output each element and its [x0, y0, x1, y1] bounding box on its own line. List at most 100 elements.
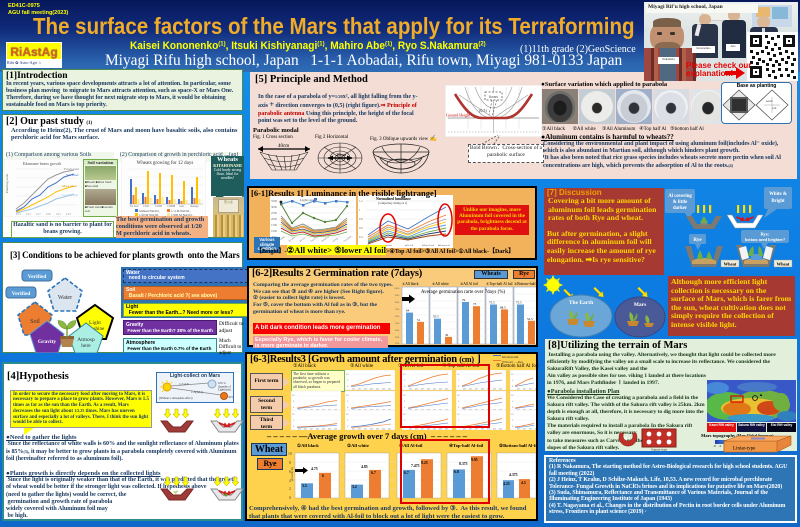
svg-text:75.5: 75.5	[516, 301, 522, 305]
svg-text:White &: White &	[769, 192, 787, 197]
svg-text:③All Al-foil: ③All Al-foil	[399, 443, 423, 448]
svg-text:Rye: Rye	[693, 238, 702, 243]
svg-text:②All white: ②All white	[432, 282, 449, 286]
svg-text:9.25: 9.25	[421, 461, 428, 465]
svg-text:0.8: 0.8	[359, 218, 363, 221]
svg-text:①All black: ①All black	[402, 282, 419, 286]
svg-text:10: 10	[288, 452, 292, 456]
svg-text:Light range: Light range	[300, 198, 317, 202]
svg-text:Average germination rarte over: Average germination rarte over 7days (%)	[421, 290, 506, 295]
svg-text:Garden soil: Garden soil	[62, 193, 78, 197]
svg-text:Edamame beans growth: Edamame beans growth	[23, 161, 61, 166]
svg-text:51: 51	[417, 318, 421, 322]
svg-text:3500: 3500	[271, 199, 278, 203]
svg-text:without NaClO₄: without NaClO₄	[139, 209, 160, 213]
svg-text:Soil: Soil	[30, 319, 40, 325]
svg-text:4.5: 4.5	[521, 481, 526, 485]
svg-text:(0,5): (0,5)	[479, 108, 487, 114]
svg-text:●Top-al foil: ●Top-al foil	[422, 244, 434, 247]
svg-text:cont.: cont.	[179, 205, 184, 208]
svg-text:40cm: 40cm	[278, 144, 289, 149]
svg-text:Wheat: Wheat	[777, 262, 790, 267]
svg-text:4.25: 4.25	[503, 482, 510, 486]
svg-text:seeds: seeds	[766, 99, 773, 103]
svg-text:4.85: 4.85	[361, 465, 368, 469]
svg-text:Light(ratio): Light(ratio)	[218, 389, 231, 392]
svg-text:50%: 50%	[395, 322, 399, 325]
svg-text:6.7: 6.7	[371, 471, 376, 475]
svg-text:▩: ▩	[624, 436, 627, 440]
svg-text:3000: 3000	[271, 205, 278, 209]
svg-text:0: 0	[289, 496, 291, 500]
svg-text:2500: 2500	[271, 211, 278, 215]
svg-text:0.6: 0.6	[359, 227, 363, 230]
svg-text:④Top-half Al-foil: ④Top-half Al-foil	[449, 443, 484, 448]
svg-text:55.5: 55.5	[433, 315, 439, 319]
svg-text:9.95: 9.95	[471, 458, 478, 462]
svg-text:3.5: 3.5	[302, 484, 307, 488]
svg-text:①All black: ①All black	[297, 443, 319, 448]
svg-text:Ground Height: Ground Height	[446, 113, 471, 118]
svg-text:Light: Light	[89, 320, 101, 326]
svg-text:1/15: 1/15	[26, 213, 31, 216]
svg-text:1/17: 1/17	[36, 213, 41, 216]
svg-text:2: 2	[289, 487, 291, 491]
svg-text:bottom need brighter?: bottom need brighter?	[745, 237, 785, 242]
svg-text:6.8: 6.8	[454, 470, 459, 474]
svg-text:8: 8	[289, 461, 291, 465]
svg-text:⑤Bottom+half Al foil: ⑤Bottom+half Al foil	[514, 282, 536, 286]
svg-text:Gravity: Gravity	[38, 339, 57, 345]
svg-text:Atmosp: Atmosp	[77, 337, 95, 343]
svg-text:1: 1	[359, 209, 361, 212]
svg-text:④Top+half Al foil: ④Top+half Al foil	[486, 282, 513, 286]
svg-text:1.5 AU: 1.5 AU	[179, 382, 190, 386]
svg-text:All white: All white	[288, 236, 296, 243]
svg-text:4.75: 4.75	[311, 467, 318, 471]
svg-text:All black: All black	[277, 235, 286, 243]
svg-text:growth(cm): growth(cm)	[290, 467, 294, 481]
svg-text:80%: 80%	[395, 301, 399, 304]
svg-text:1/20 M NaClO₄: 1/20 M NaClO₄	[139, 213, 159, 217]
svg-text:& little: & little	[673, 200, 688, 205]
svg-text:Normalized luminance: Normalized luminance	[376, 197, 411, 201]
svg-text:Water: Water	[58, 295, 72, 301]
svg-text:Square type: Square type	[651, 448, 668, 452]
svg-text:40%: 40%	[395, 329, 399, 332]
svg-text:1/19: 1/19	[46, 213, 51, 216]
svg-text:●Bottom-al: ●Bottom-al	[438, 244, 450, 247]
svg-text:75.5: 75.5	[489, 301, 495, 305]
svg-text:1/2M: 1/2M	[143, 205, 149, 208]
svg-text:1/13: 1/13	[16, 213, 21, 216]
svg-text:Fresh sand: Fresh sand	[64, 167, 79, 171]
svg-text:1/20M: 1/20M	[155, 205, 163, 208]
svg-text:here: here	[81, 343, 91, 349]
svg-text:1000: 1000	[271, 229, 278, 233]
svg-text:Verified: Verified	[12, 291, 31, 297]
svg-text:(Without a atmosphere effect): (Without a atmosphere effect)	[159, 397, 193, 400]
svg-text:Sunshine: Sunshine	[86, 327, 105, 332]
svg-text:1/200 M NaClO₄: 1/200 M NaClO₄	[171, 213, 193, 217]
svg-text:Quantity of: Quantity of	[218, 386, 231, 389]
svg-text:52.5: 52.5	[527, 317, 533, 321]
svg-text:45%: 45%	[228, 395, 233, 399]
svg-text:30%: 30%	[395, 336, 399, 339]
svg-text:Average: Average	[190, 205, 199, 208]
svg-text:Bright: Bright	[771, 199, 785, 204]
svg-text:1/ 2 M NaClO₄: 1/ 2 M NaClO₄	[171, 209, 190, 213]
svg-text:darker: darker	[673, 206, 688, 211]
svg-text:⑤Bottom-half Al-foil: ⑤Bottom-half Al-foil	[499, 443, 536, 448]
svg-text:0.4: 0.4	[359, 236, 363, 239]
svg-text:Al covering: Al covering	[668, 194, 692, 199]
svg-text:Mars sand: Mars sand	[62, 184, 77, 188]
svg-text:ceiling: ceiling	[332, 236, 339, 242]
svg-text:Sea sand: Sea sand	[66, 173, 79, 177]
svg-text:All foil: All foil	[299, 236, 306, 242]
svg-text:🌱: 🌱	[173, 490, 178, 495]
svg-text:1500: 1500	[271, 223, 278, 227]
svg-text:②All white: ②All white	[347, 443, 369, 448]
svg-text:3.2: 3.2	[352, 485, 357, 489]
svg-text:64: 64	[406, 309, 410, 313]
svg-text:20cm: 20cm	[336, 152, 346, 157]
svg-text:1.2: 1.2	[359, 200, 363, 203]
svg-text:60%: 60%	[395, 315, 399, 318]
